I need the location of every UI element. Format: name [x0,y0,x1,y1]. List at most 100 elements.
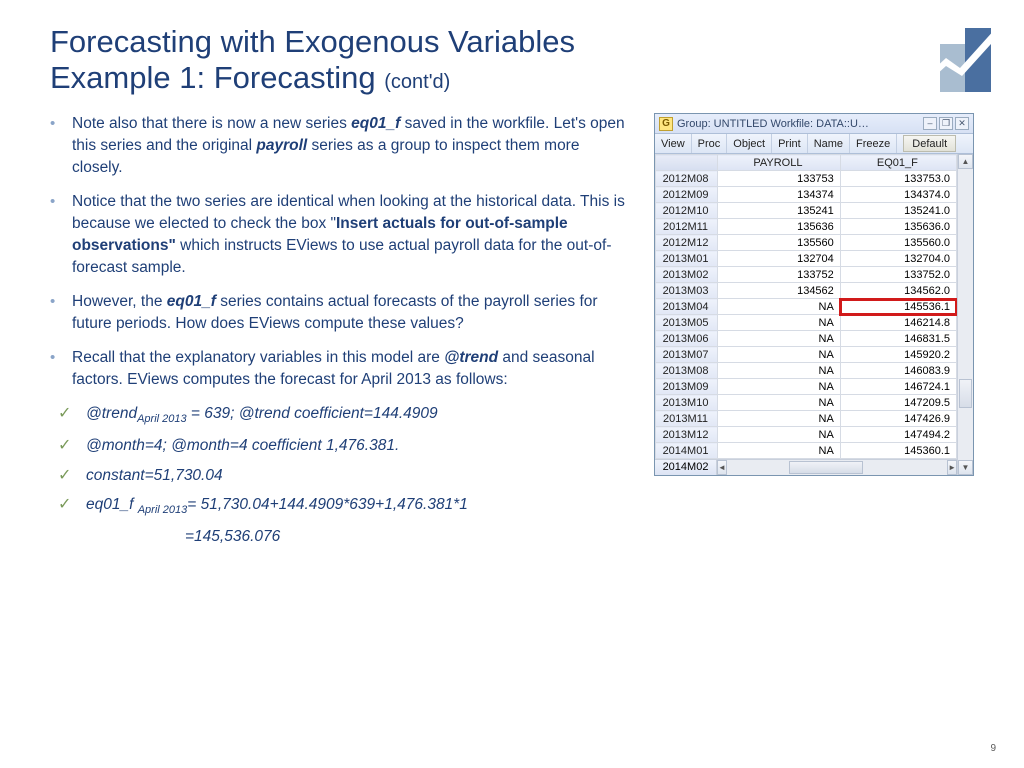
check-item: ✓@month=4; @month=4 coefficient 1,476.38… [58,435,630,458]
cell[interactable]: 135241 [718,203,841,219]
maximize-button[interactable]: ❐ [939,117,953,130]
table-row[interactable]: 2013M08NA146083.9 [656,363,957,379]
row-index: 2013M11 [656,411,718,427]
table-row[interactable]: 2013M11NA147426.9 [656,411,957,427]
table-row[interactable]: 2013M01132704132704.0 [656,251,957,267]
table-row[interactable]: 2012M10135241135241.0 [656,203,957,219]
toolbar-object-button[interactable]: Object [727,134,772,153]
check-item: ✓@trendApril 2013 = 639; @trend coeffici… [58,403,630,428]
table-row[interactable]: 2012M11135636135636.0 [656,219,957,235]
cell[interactable]: 134374 [718,187,841,203]
cell[interactable]: 135560 [718,235,841,251]
check-text: @month=4; @month=4 coefficient 1,476.381… [86,435,630,458]
table-row[interactable]: 2012M08133753133753.0 [656,171,957,187]
cell[interactable]: 134374.0 [840,187,956,203]
table-row[interactable]: 2013M03134562134562.0 [656,283,957,299]
toolbar-print-button[interactable]: Print [772,134,808,153]
cell[interactable]: 135636 [718,219,841,235]
cell[interactable]: NA [718,379,841,395]
toolbar-view-button[interactable]: View [655,134,692,153]
bullet-text: Recall that the explanatory variables in… [72,347,630,391]
row-index: 2013M09 [656,379,718,395]
cell[interactable]: NA [718,299,841,315]
hscroll-left-button[interactable]: ◄ [717,460,727,475]
cell[interactable]: 135560.0 [840,235,956,251]
cell[interactable]: 145360.1 [840,443,956,459]
cell[interactable]: NA [718,331,841,347]
table-row[interactable]: 2014M01NA145360.1 [656,443,957,459]
cell[interactable]: 134562.0 [840,283,956,299]
table-row[interactable]: 2012M12135560135560.0 [656,235,957,251]
toolbar-freeze-button[interactable]: Freeze [850,134,897,153]
cell[interactable]: NA [718,443,841,459]
vscroll-up-button[interactable]: ▲ [958,154,973,169]
toolbar-default-button[interactable]: Default [903,135,956,152]
cell[interactable]: 147209.5 [840,395,956,411]
hscroll-right-button[interactable]: ► [947,460,957,475]
bullet-text: Note also that there is now a new series… [72,113,630,179]
hscroll-thumb[interactable] [789,461,864,474]
table-row[interactable]: 2013M10NA147209.5 [656,395,957,411]
row-index: 2013M12 [656,427,718,443]
cell[interactable]: 146831.5 [840,331,956,347]
cell[interactable]: NA [718,395,841,411]
close-button[interactable]: ✕ [955,117,969,130]
cell[interactable]: 146724.1 [840,379,956,395]
row-index: 2012M09 [656,187,718,203]
table-row[interactable]: 2013M09NA146724.1 [656,379,957,395]
cell[interactable]: NA [718,363,841,379]
cell[interactable]: NA [718,427,841,443]
bullet-text: However, the eq01_f series contains actu… [72,291,630,335]
table-row[interactable]: 2013M12NA147494.2 [656,427,957,443]
horizontal-scrollbar[interactable]: 2014M02 ◄ ► [655,459,957,475]
cell[interactable]: 146214.8 [840,315,956,331]
logo [910,14,1000,92]
page-number: 9 [990,743,996,754]
cell[interactable]: NA [718,347,841,363]
cell[interactable]: 133752.0 [840,267,956,283]
cell[interactable]: 147426.9 [840,411,956,427]
bullet-item: •Note also that there is now a new serie… [50,113,630,179]
table-row[interactable]: 2012M09134374134374.0 [656,187,957,203]
window-titlebar[interactable]: G Group: UNTITLED Workfile: DATA::U… – ❐… [655,114,973,134]
cell[interactable]: 145536.1 [840,299,956,315]
column-header[interactable]: PAYROLL [718,155,841,171]
cell[interactable]: 135636.0 [840,219,956,235]
row-index: 2013M02 [656,267,718,283]
row-index: 2013M08 [656,363,718,379]
bullet-marker: • [50,347,72,391]
title-line-2: Example 1: Forecasting (cont'd) [50,60,974,96]
cell[interactable]: 145920.2 [840,347,956,363]
table-row[interactable]: 2013M07NA145920.2 [656,347,957,363]
cell[interactable]: NA [718,315,841,331]
cell[interactable]: 146083.9 [840,363,956,379]
toolbar-name-button[interactable]: Name [808,134,850,153]
table-row[interactable]: 2013M05NA146214.8 [656,315,957,331]
cell[interactable]: 133753 [718,171,841,187]
cell[interactable]: 133753.0 [840,171,956,187]
vertical-scrollbar[interactable]: ▲ ▼ [957,154,973,475]
table-row[interactable]: 2013M04NA145536.1 [656,299,957,315]
cell[interactable]: 147494.2 [840,427,956,443]
check-icon: ✓ [58,465,86,488]
table-row[interactable]: 2013M02133752133752.0 [656,267,957,283]
table-row[interactable]: 2013M06NA146831.5 [656,331,957,347]
cell[interactable]: NA [718,411,841,427]
row-index: 2013M07 [656,347,718,363]
toolbar-proc-button[interactable]: Proc [692,134,728,153]
minimize-button[interactable]: – [923,117,937,130]
vscroll-thumb[interactable] [959,379,972,408]
bullet-item: •Recall that the explanatory variables i… [50,347,630,391]
cell[interactable]: 132704.0 [840,251,956,267]
check-text: @trendApril 2013 = 639; @trend coefficie… [86,403,630,428]
column-header[interactable]: EQ01_F [840,155,956,171]
vscroll-down-button[interactable]: ▼ [958,460,973,475]
cell[interactable]: 132704 [718,251,841,267]
cell[interactable]: 133752 [718,267,841,283]
cell[interactable]: 135241.0 [840,203,956,219]
table-corner [656,155,718,171]
body-text: • Note also that there is now a new serie… [50,113,630,548]
check-text: eq01_f April 2013= 51,730.04+144.4909*63… [86,494,630,519]
cell[interactable]: 134562 [718,283,841,299]
window-title-text: Group: UNTITLED Workfile: DATA::U… [677,118,919,130]
